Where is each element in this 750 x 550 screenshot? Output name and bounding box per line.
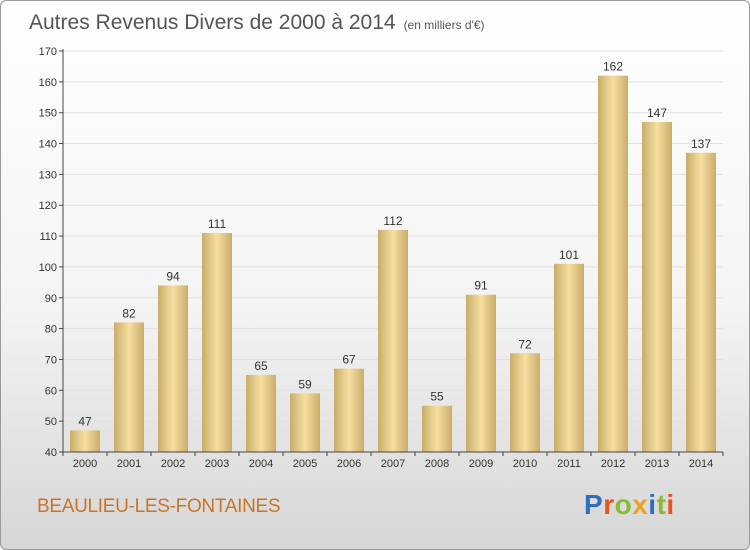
city-name: BEAULIEU-LES-FONTAINES (37, 496, 281, 517)
data-label: 162 (603, 60, 623, 74)
data-label: 67 (342, 353, 356, 367)
y-tick-label: 110 (39, 231, 57, 243)
proxiti-logo[interactable]: Proxiti (584, 489, 675, 521)
data-label: 147 (647, 106, 667, 120)
data-label: 72 (518, 337, 532, 351)
data-label: 55 (430, 390, 444, 404)
bar (202, 232, 232, 452)
data-label: 137 (691, 137, 711, 151)
x-tick-label: 2013 (645, 458, 669, 470)
x-tick-label: 2000 (73, 458, 97, 470)
bar (378, 229, 408, 452)
y-tick-label: 160 (39, 77, 57, 89)
x-tick-label: 2004 (249, 458, 273, 470)
bar-layer (70, 75, 716, 453)
logo-letter: o (614, 489, 633, 520)
data-label: 111 (208, 217, 227, 231)
x-tick-label: 2005 (293, 458, 317, 470)
x-tick-label: 2011 (557, 458, 581, 470)
y-tick-label: 150 (39, 108, 57, 120)
x-tick-label: 2006 (337, 458, 361, 470)
bar (290, 393, 320, 452)
logo-letter: x (632, 489, 649, 520)
bar (466, 294, 496, 452)
y-tick-label: 140 (39, 139, 57, 151)
logo-letter: P (584, 489, 604, 520)
bar (246, 374, 276, 452)
x-tick-label: 2014 (689, 458, 713, 470)
bar (642, 121, 672, 452)
chart-title: Autres Revenus Divers de 2000 à 2014 (en … (29, 11, 485, 35)
data-label: 91 (474, 279, 488, 293)
bar (158, 285, 188, 452)
y-tick-label: 40 (45, 447, 57, 459)
data-label: 101 (559, 248, 579, 262)
bar (554, 263, 584, 452)
x-tick-label: 2012 (601, 458, 625, 470)
y-tick-label: 170 (39, 46, 57, 58)
logo-letter: i (666, 489, 675, 520)
y-tick-label: 80 (45, 324, 57, 336)
data-label: 65 (254, 359, 268, 373)
y-tick-label: 100 (39, 262, 57, 274)
logo-letter: t (656, 489, 667, 520)
y-tick-label: 70 (45, 354, 57, 366)
y-tick-label: 90 (45, 293, 57, 305)
x-tick-label: 2001 (117, 458, 141, 470)
bar (422, 405, 452, 452)
bar (686, 152, 716, 453)
axis-layer: 40 50 60 70 80 90 100 110 120 130 140 150 160 170 2000… (39, 46, 724, 470)
bar (510, 353, 540, 452)
bar (114, 322, 144, 452)
bar (334, 368, 364, 452)
x-tick-label: 2008 (425, 458, 449, 470)
logo-letter: i (648, 489, 657, 520)
data-label: 82 (122, 306, 136, 320)
data-label: 47 (78, 414, 92, 428)
x-tick-label: 2007 (381, 458, 405, 470)
chart-title-text: Autres Revenus Divers de 2000 à 2014 (29, 11, 396, 34)
label-layer: 47 82 94 111 65 59 67 112 55 91 72 101 162 147 137 (78, 60, 711, 429)
y-tick-label: 120 (39, 200, 57, 212)
x-tick-label: 2010 (513, 458, 537, 470)
data-label: 112 (383, 214, 402, 228)
bar (70, 430, 100, 452)
y-tick-label: 60 (45, 385, 57, 397)
data-label: 59 (298, 377, 312, 391)
y-tick-label: 130 (39, 169, 57, 181)
chart-unit: (en milliers d'€) (403, 18, 485, 32)
logo-letter: r (603, 489, 615, 520)
x-tick-label: 2009 (469, 458, 493, 470)
data-label: 94 (166, 269, 180, 283)
y-tick-label: 50 (45, 416, 57, 428)
x-tick-label: 2003 (205, 458, 229, 470)
x-tick-label: 2002 (161, 458, 185, 470)
bar (598, 75, 628, 452)
